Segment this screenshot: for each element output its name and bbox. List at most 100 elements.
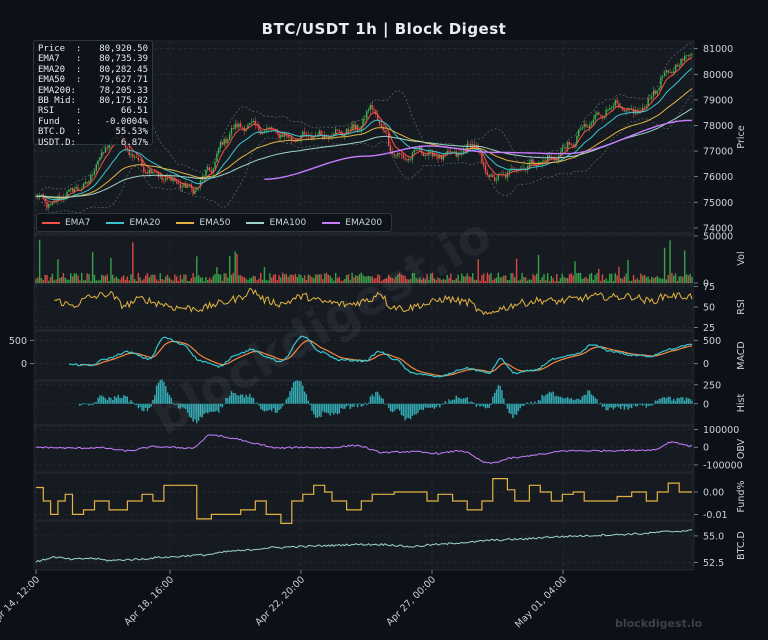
stat-row: USDT.D: 6.87%	[38, 138, 148, 148]
candle-body	[567, 142, 569, 149]
volume-bar	[685, 274, 688, 283]
volume-bar	[417, 279, 419, 283]
volume-bar	[234, 251, 236, 283]
volume-bar	[258, 278, 260, 283]
hist-bar	[216, 403, 218, 411]
candle-body	[397, 152, 399, 156]
hist-bar	[554, 396, 556, 404]
volume-bar	[60, 277, 63, 283]
volume-bar	[451, 279, 454, 283]
hist-bar	[495, 389, 498, 404]
chart-title: BTC/USDT 1h | Block Digest	[261, 20, 507, 38]
hist-bar	[225, 397, 227, 404]
volume-bar	[271, 277, 273, 283]
candle-body	[444, 154, 447, 156]
candle-body	[128, 149, 130, 156]
candle-body	[287, 135, 289, 138]
candle-body	[218, 147, 220, 154]
candle-body	[300, 135, 302, 140]
volume-bar	[57, 259, 59, 283]
volume-bar	[572, 275, 574, 283]
hist-bar	[300, 381, 302, 404]
hist-bar	[629, 403, 631, 408]
candle-body	[565, 147, 567, 149]
volume-bar	[188, 280, 191, 283]
volume-bar	[185, 274, 187, 283]
candle-body	[311, 135, 313, 139]
volume-bar	[163, 279, 165, 283]
hist-bar	[678, 398, 680, 404]
volume-bar	[362, 275, 364, 283]
volume-bar	[578, 272, 580, 283]
legend-swatch	[42, 221, 60, 224]
volume-bar	[62, 272, 65, 283]
volume-bar	[179, 274, 182, 283]
volume-bar	[400, 274, 403, 283]
candle-body	[84, 182, 87, 184]
hist-bar	[364, 402, 366, 404]
volume-bar	[563, 276, 565, 283]
candle-body	[143, 166, 145, 173]
hist-bar	[93, 402, 96, 404]
candle-body	[51, 202, 54, 205]
hist-bar	[185, 403, 187, 410]
hist-bar	[234, 392, 236, 404]
stat-value: 80,282.45	[99, 64, 148, 75]
stat-label: Fund :	[38, 116, 82, 127]
candle-body	[152, 171, 154, 174]
candle-body	[267, 127, 269, 129]
candle-body	[238, 123, 240, 128]
candle-body	[625, 110, 627, 112]
volume-bar	[300, 275, 302, 283]
volume-bar	[395, 276, 397, 283]
hist-bar	[519, 403, 521, 409]
candle-body	[196, 188, 198, 190]
candle-body	[283, 133, 286, 137]
hist-bar	[673, 398, 675, 404]
candle-body	[207, 167, 209, 170]
volume-bar	[546, 273, 549, 283]
candle-body	[356, 124, 359, 132]
candle-body	[457, 153, 459, 157]
y-tick-label: 79000	[703, 95, 733, 106]
volume-bar	[340, 280, 342, 283]
volume-bar	[559, 278, 562, 283]
y-tick-label: 0	[703, 279, 709, 290]
hist-bar	[424, 403, 426, 408]
volume-bar	[40, 278, 43, 283]
hist-bar	[397, 403, 399, 409]
volume-bar	[638, 279, 640, 283]
ema200-line	[264, 119, 692, 180]
volume-bar	[387, 274, 390, 283]
y-tick-label: 100000	[703, 425, 739, 436]
candle-body	[223, 139, 225, 145]
hist-bar	[232, 392, 235, 404]
hist-bar	[154, 394, 156, 404]
candle-body	[598, 112, 600, 115]
volume-bar	[143, 278, 145, 283]
volume-bar	[643, 274, 646, 283]
hist-bar	[207, 403, 209, 414]
hist-bar	[294, 381, 297, 404]
hist-bar	[475, 403, 478, 407]
volume-bar	[250, 277, 253, 283]
hist-bar	[117, 394, 119, 404]
candle-body	[205, 169, 207, 176]
hist-bar	[448, 399, 450, 404]
volume-bar	[526, 280, 529, 283]
volume-bar	[70, 273, 72, 283]
candle-body	[236, 123, 238, 128]
hist-bar	[287, 397, 289, 404]
volume-bar	[55, 279, 57, 283]
volume-bar	[490, 273, 492, 283]
hist-bar	[402, 403, 404, 417]
candle-body	[574, 143, 576, 147]
candle-body	[334, 129, 337, 135]
hist-bar	[197, 403, 200, 421]
candle-body	[247, 125, 249, 129]
volume-bar	[450, 273, 452, 283]
x-tick-label: Apr 18, 16:00	[122, 574, 176, 628]
hist-bar	[309, 403, 311, 406]
candle-body	[468, 143, 470, 145]
volume-bar	[267, 280, 269, 283]
